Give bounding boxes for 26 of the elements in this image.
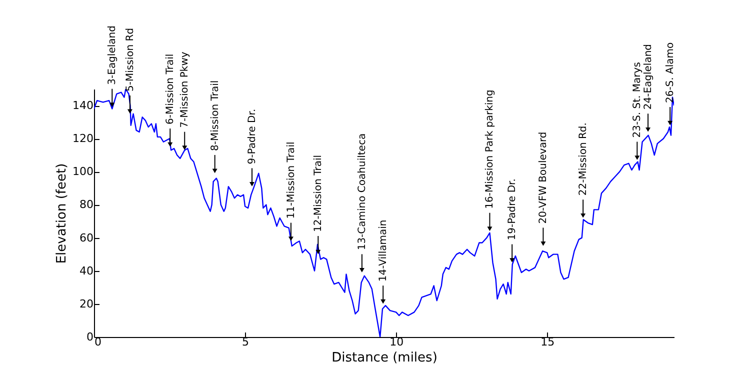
annotation: 23-S. St. Marys — [632, 62, 644, 138]
annotation: 12-Mission Trail — [313, 154, 324, 232]
x-axis-title: Distance (miles) — [332, 350, 438, 366]
y-tick-label: 20 — [80, 297, 94, 310]
y-tick-label: 60 — [80, 231, 94, 244]
annotation: 20-VFW Boulevard — [538, 132, 550, 224]
annotation: 8-Mission Trail — [210, 80, 221, 151]
y-tick-label: 140 — [72, 99, 94, 112]
annotation: 9-Padre Dr. — [246, 108, 258, 164]
annotation: 3-Eagleland — [107, 26, 118, 85]
y-tick-label: 80 — [80, 198, 94, 212]
annotation: 26-S. Alamo — [665, 42, 676, 104]
annotation: 24-Eagleland — [643, 44, 654, 110]
annotation: 6-Mission Trail — [165, 54, 176, 125]
annotation: 11-Mission Trail — [286, 142, 297, 219]
y-axis-title: Elevation (feet) — [54, 163, 70, 264]
annotation: 5-Mission Rd — [124, 28, 136, 92]
annotation: 22-Mission Rd. — [578, 122, 590, 196]
y-tick-label: 100 — [72, 165, 94, 178]
y-tick-label: 40 — [80, 264, 94, 278]
annotation: 7-Mission Pkwy — [180, 52, 191, 128]
annotation: 19-Padre Dr. — [507, 178, 518, 240]
annotation: 14-Villamain — [378, 220, 390, 282]
annotation: 16-Mission Park parking — [484, 90, 496, 209]
y-tick-label: 120 — [72, 132, 94, 146]
annotation: 13-Camino Coahuilteca — [356, 133, 368, 250]
